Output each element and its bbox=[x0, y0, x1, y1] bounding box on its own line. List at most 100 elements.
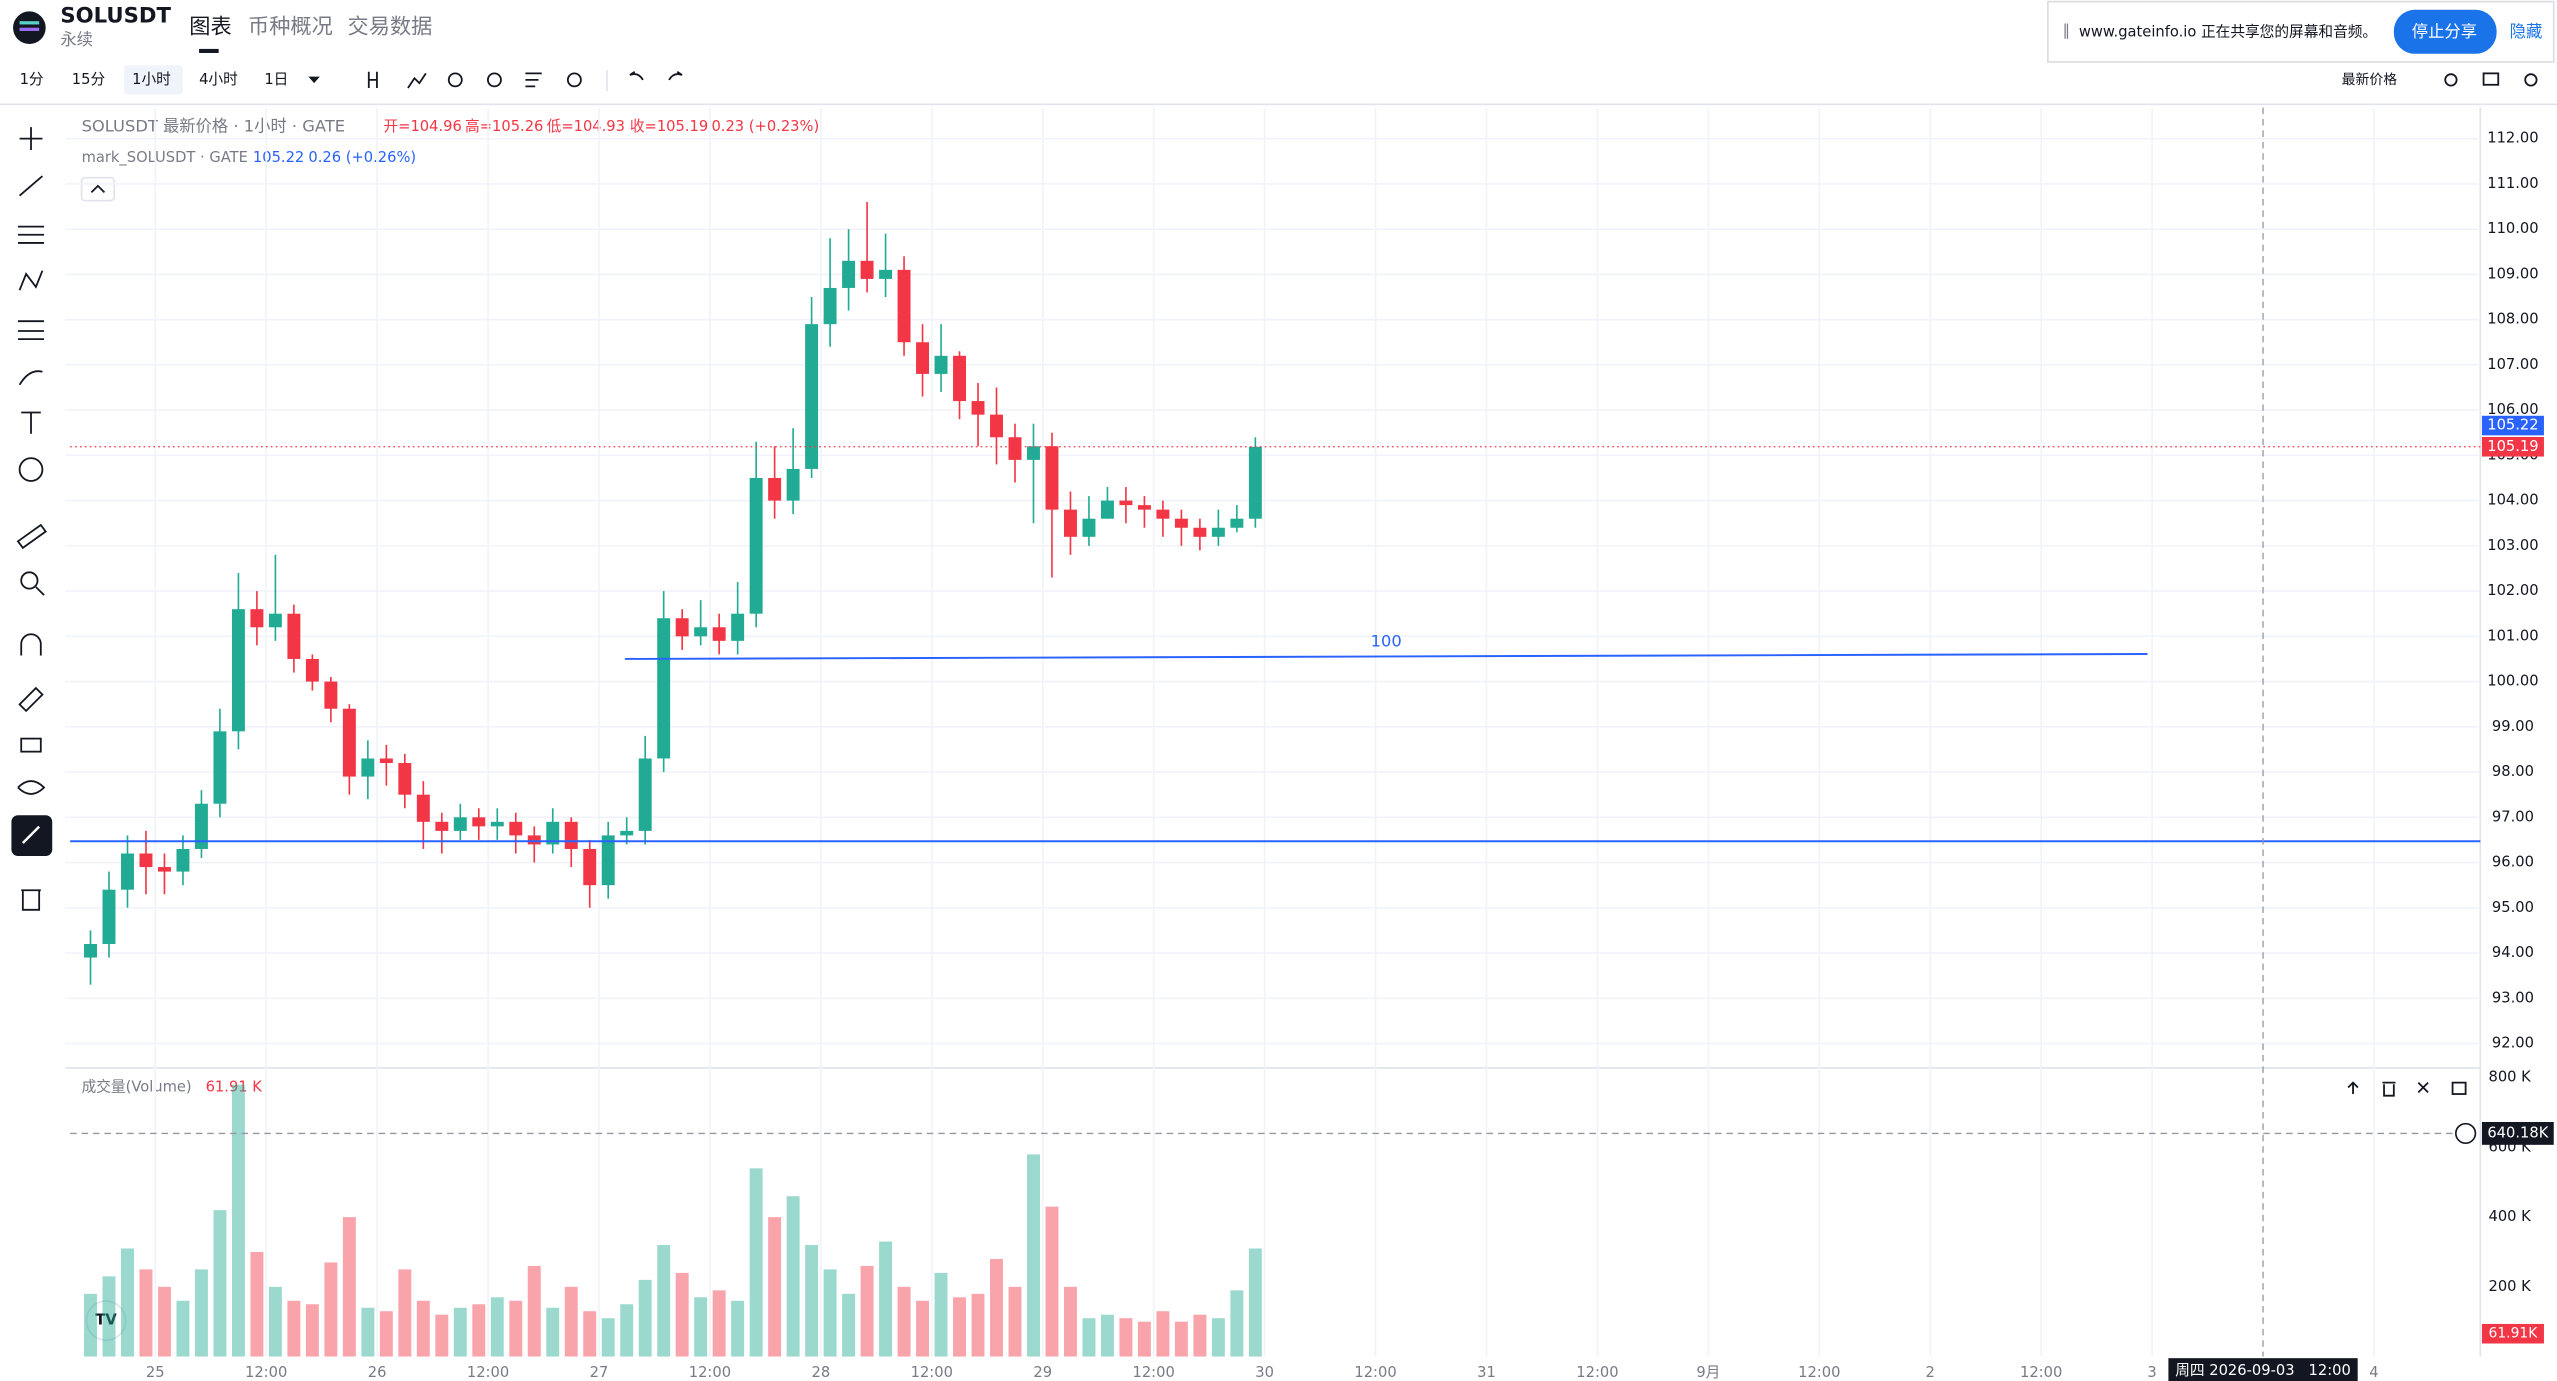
x-tick-label: 12:00 bbox=[1133, 1364, 1175, 1381]
candle-body bbox=[342, 708, 356, 777]
candle-body bbox=[1137, 505, 1151, 510]
x-tick-label: 26 bbox=[368, 1364, 387, 1381]
candle-body bbox=[860, 260, 874, 279]
candle-body bbox=[1027, 446, 1040, 460]
crosshair-y-label: 640.18K bbox=[2487, 1124, 2548, 1141]
candle-body bbox=[490, 821, 504, 827]
legend-low: 低=104.93 bbox=[547, 118, 625, 135]
candle-body bbox=[324, 681, 338, 709]
candle-body bbox=[879, 269, 893, 279]
y-tick-label: 104.00 bbox=[2487, 492, 2538, 509]
volume-bar bbox=[934, 1272, 948, 1357]
volume-bar bbox=[1193, 1314, 1207, 1357]
legend-open: 开=104.96 bbox=[383, 118, 461, 135]
y-tick-label: 106.00 bbox=[2487, 401, 2538, 418]
candle-body bbox=[1063, 509, 1077, 537]
volume-bar bbox=[749, 1168, 763, 1357]
y-tick-label: 94.00 bbox=[2492, 944, 2534, 961]
x-tick-label: 29 bbox=[1033, 1364, 1052, 1381]
volume-bar bbox=[1082, 1318, 1096, 1357]
candle-body bbox=[1045, 446, 1059, 510]
volume-bar bbox=[1248, 1248, 1262, 1357]
symbol[interactable]: SOLUSDT bbox=[60, 2, 171, 27]
candle-body bbox=[472, 817, 486, 827]
volume-tag-label: 61.91K bbox=[2489, 1326, 2539, 1342]
candle-body bbox=[1193, 527, 1207, 537]
contract: 永续 bbox=[60, 30, 93, 49]
volume-bar bbox=[731, 1300, 745, 1357]
dropdown[interactable] bbox=[308, 76, 320, 84]
x-tick-label: 12:00 bbox=[911, 1364, 953, 1381]
crosshair-x-label: 周四 2026-09-03 12:00 bbox=[2175, 1362, 2351, 1379]
add-alert bbox=[2455, 1122, 2477, 1145]
hide-link[interactable]: 隐藏 bbox=[2510, 22, 2543, 41]
candle-body bbox=[435, 821, 449, 831]
candle-body bbox=[84, 943, 97, 958]
y-tick-label: 92.00 bbox=[2492, 1035, 2534, 1052]
legend-title: SOLUSDT 最新价格 · 1小时 · GATE bbox=[82, 117, 345, 136]
right-icons bbox=[2444, 72, 2538, 87]
volume-bar bbox=[546, 1307, 560, 1357]
candle-body bbox=[971, 401, 985, 415]
y-tick-label: 99.00 bbox=[2492, 718, 2534, 735]
volume-bar bbox=[102, 1276, 116, 1357]
interval[interactable]: 1日 bbox=[264, 71, 288, 88]
candle-body bbox=[657, 618, 671, 759]
plot: 25 12:00 26 12:00 27 12:00 28 12:00 29 12:00 30 12:… bbox=[65, 107, 2554, 1381]
candle-body bbox=[768, 477, 782, 501]
candle-body bbox=[268, 613, 282, 628]
volume-bar bbox=[250, 1251, 264, 1357]
candle-body bbox=[1100, 500, 1114, 519]
volume-bar bbox=[213, 1210, 227, 1357]
candle-body bbox=[287, 613, 301, 659]
candle-body bbox=[620, 830, 634, 836]
stop-label[interactable]: 停止分享 bbox=[2412, 22, 2477, 41]
volume-tick-label: 200 K bbox=[2489, 1278, 2532, 1295]
volume-bar bbox=[398, 1269, 412, 1357]
volume-bar bbox=[1174, 1321, 1188, 1357]
pane-icons bbox=[2347, 1081, 2467, 1097]
tv-logo-text: TV bbox=[95, 1312, 117, 1329]
volume-bar bbox=[490, 1297, 504, 1357]
candle-body bbox=[213, 731, 227, 804]
y-tick-label: 103.00 bbox=[2487, 537, 2538, 554]
stop-button[interactable] bbox=[2393, 9, 2497, 54]
candle-body bbox=[102, 889, 116, 944]
y-tick-label: 95.00 bbox=[2492, 899, 2534, 916]
volume-bar bbox=[638, 1279, 652, 1357]
tab[interactable]: 币种概况 bbox=[248, 14, 333, 39]
candle-body bbox=[897, 269, 911, 343]
volume-bar bbox=[971, 1293, 985, 1357]
volume-current: 61.91 K bbox=[206, 1079, 263, 1096]
crosshair-x-tag bbox=[2168, 1358, 2358, 1381]
volume-bar bbox=[453, 1307, 467, 1357]
candle-body bbox=[805, 324, 819, 469]
y-tick-label: 108.00 bbox=[2487, 311, 2538, 328]
drawing-tools bbox=[16, 127, 47, 911]
volume-bar bbox=[1137, 1321, 1151, 1357]
candle-body bbox=[564, 821, 578, 849]
volume-bar bbox=[1045, 1206, 1059, 1357]
tv-logo bbox=[85, 1300, 127, 1342]
y-tick-label: 109.00 bbox=[2487, 265, 2538, 282]
tab[interactable]: 交易数据 bbox=[348, 14, 433, 39]
x-tick-label: 3 bbox=[2147, 1364, 2156, 1381]
candle-body bbox=[1156, 509, 1170, 519]
price-source[interactable]: 最新价格 bbox=[2342, 72, 2398, 88]
volume-bar bbox=[84, 1293, 97, 1357]
volume-bar bbox=[897, 1286, 911, 1357]
interval[interactable]: 1分 bbox=[20, 71, 44, 88]
interval[interactable]: 4小时 bbox=[199, 71, 238, 88]
volume-bar bbox=[139, 1269, 153, 1357]
mark-price-label: 105.22 bbox=[2487, 417, 2538, 434]
candle-body bbox=[139, 853, 153, 868]
collapse-button[interactable] bbox=[80, 176, 116, 202]
tab-underline bbox=[199, 48, 219, 53]
tab[interactable]: 图表 bbox=[189, 14, 231, 39]
interval[interactable]: 15分 bbox=[72, 71, 106, 88]
volume-bar bbox=[786, 1196, 800, 1357]
candle-body bbox=[694, 627, 708, 637]
interval[interactable]: 1小时 bbox=[132, 71, 171, 88]
candle-body bbox=[1082, 518, 1096, 537]
